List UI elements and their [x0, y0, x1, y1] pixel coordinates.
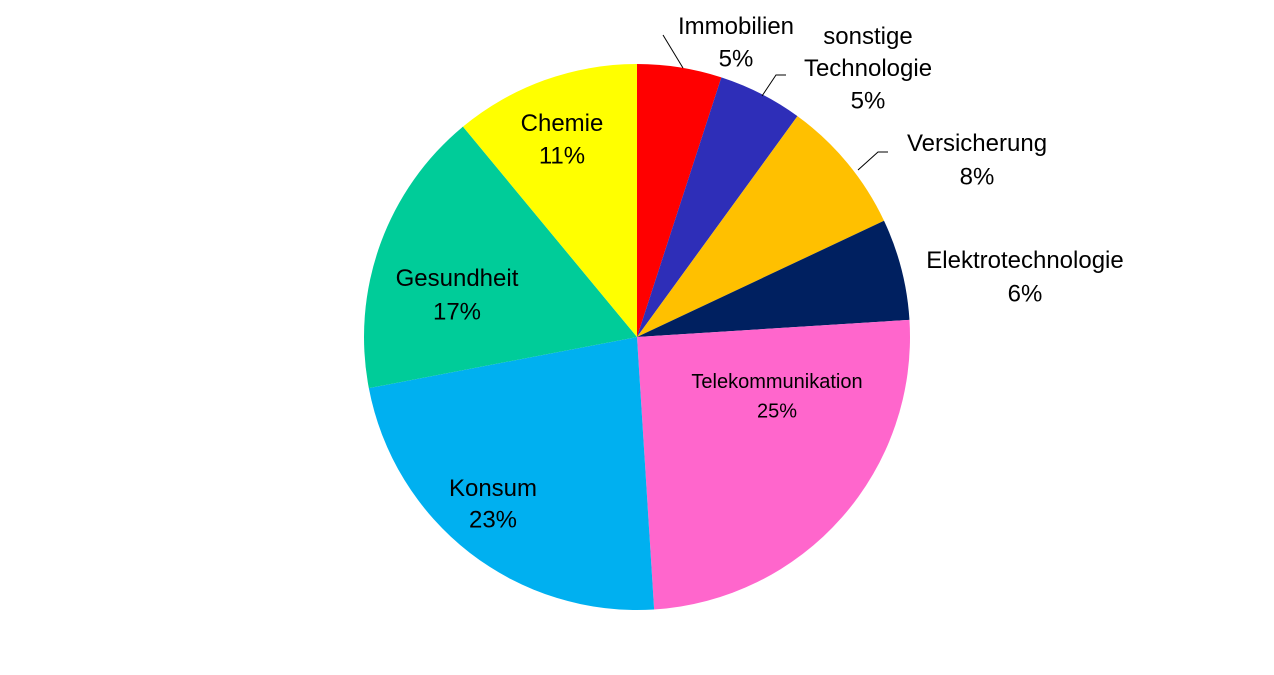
value-label: 17%	[433, 298, 481, 325]
pie-slice	[637, 319, 910, 610]
leader-line	[857, 151, 888, 171]
pie-slice	[637, 116, 885, 337]
value-label: 5%	[851, 87, 886, 114]
leader-line	[761, 74, 786, 97]
slices	[364, 64, 910, 610]
category-label: Versicherung	[907, 130, 1047, 157]
pie-slice	[462, 64, 637, 337]
category-label: Elektrotechnologie	[926, 247, 1123, 274]
value-label: 8%	[960, 163, 995, 190]
pie-slice	[368, 337, 655, 610]
pie-slice	[637, 77, 798, 337]
leader-line	[662, 34, 684, 69]
value-label: 23%	[469, 506, 517, 533]
category-label: sonstige Technologie	[804, 23, 932, 82]
category-label: Konsum	[449, 475, 537, 502]
value-label: 6%	[1008, 280, 1043, 307]
value-label: 11%	[539, 142, 585, 169]
value-label: 25%	[757, 400, 797, 422]
pie-slice	[637, 220, 910, 337]
category-label: Immobilien	[678, 13, 794, 40]
category-label: Telekommunikation	[691, 371, 862, 393]
value-label: 5%	[719, 45, 754, 72]
category-label: Chemie	[521, 110, 604, 137]
category-label: Gesundheit	[396, 265, 519, 292]
pie-slice	[364, 126, 637, 389]
pie-slice	[637, 64, 722, 337]
labels: Immobilien 5% sonstige Technologie 5% Versich…	[396, 13, 1124, 533]
